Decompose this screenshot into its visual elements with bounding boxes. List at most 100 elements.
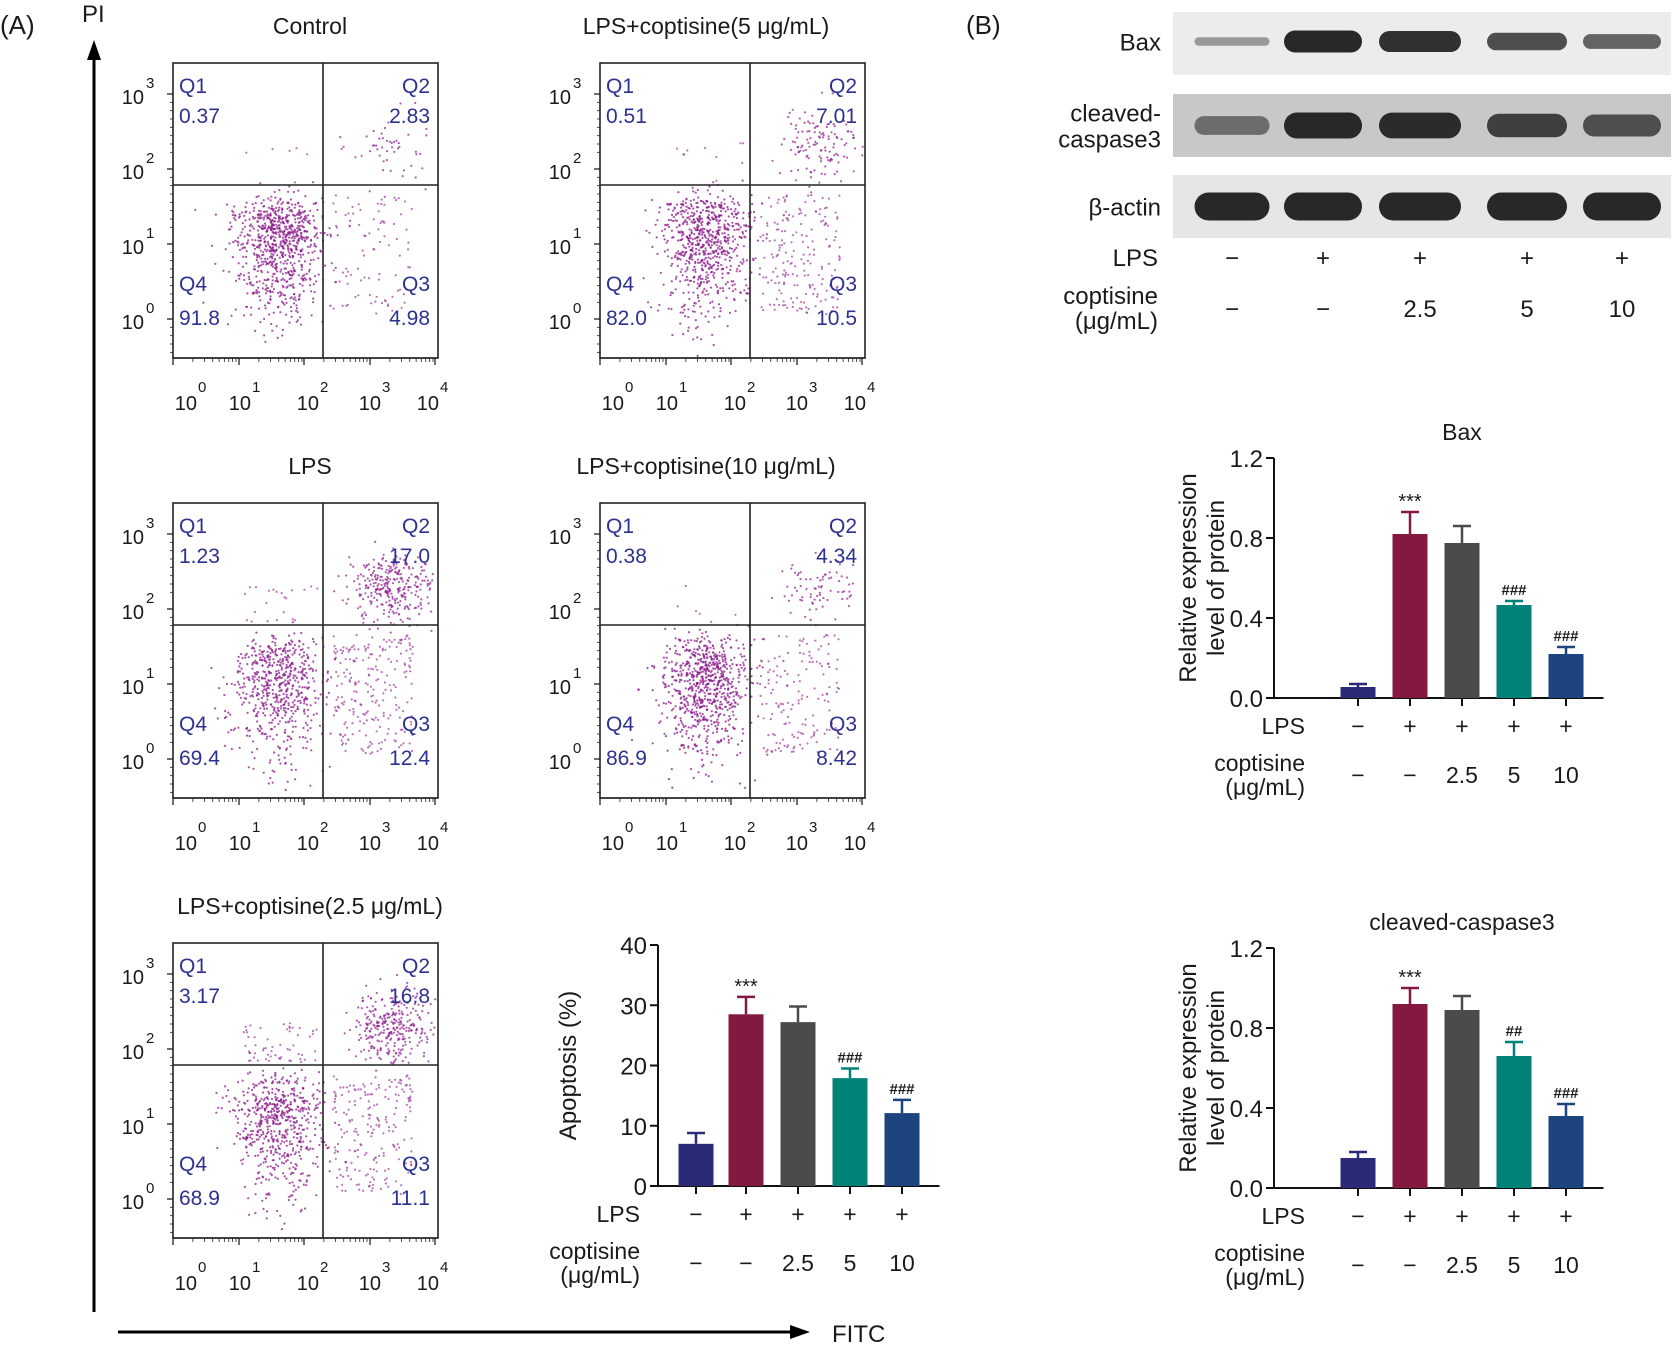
scatter-dot xyxy=(315,643,318,646)
scatter-dot xyxy=(266,684,269,687)
scatter-dot xyxy=(705,206,709,209)
scatter-dot xyxy=(264,340,267,343)
scatter-dot xyxy=(861,145,864,148)
scatter-dot xyxy=(241,686,244,689)
scatter-dot xyxy=(739,653,742,656)
scatter-dot xyxy=(716,707,719,710)
scatter-dot xyxy=(776,674,779,677)
scatter-dot xyxy=(313,227,316,230)
scatter-dot xyxy=(818,155,821,158)
scatter-dot xyxy=(390,592,393,595)
scatter-dot xyxy=(317,273,320,276)
scatter-dot xyxy=(723,714,726,717)
scatter-dot xyxy=(323,1101,326,1104)
scatter-dot xyxy=(729,682,733,686)
scatter-dot xyxy=(277,210,280,213)
scatter-dot xyxy=(800,222,803,226)
scatter-dot xyxy=(262,655,265,658)
scatter-dot xyxy=(298,640,301,643)
scatter-dot xyxy=(267,197,270,200)
scatter-dot xyxy=(687,631,691,634)
scatter-dot xyxy=(257,698,260,701)
scatter-dot xyxy=(258,295,261,298)
scatter-dot xyxy=(295,1164,298,1167)
scatter-dot xyxy=(845,123,848,126)
scatter-dot xyxy=(369,150,372,153)
scatter-dot xyxy=(687,237,690,240)
scatter-dot xyxy=(809,262,812,265)
scatter-dot xyxy=(733,238,737,241)
scatter-dot xyxy=(670,768,673,771)
scatter-dot xyxy=(724,210,727,213)
scatter-dot xyxy=(730,686,733,689)
scatter-dot xyxy=(799,571,802,574)
scatter-dot xyxy=(823,635,826,638)
quadrant-value-q4: 91.8 xyxy=(179,307,220,330)
scatter-dot xyxy=(744,278,747,281)
scatter-dot xyxy=(397,641,400,644)
scatter-dot xyxy=(820,267,824,270)
scatter-dot xyxy=(269,703,272,706)
scatter-dot xyxy=(289,243,292,246)
scatter-dot xyxy=(819,208,822,211)
scatter-dot xyxy=(695,247,698,251)
scatter-dot xyxy=(715,720,718,723)
scatter-dot xyxy=(385,139,388,142)
scatter-dot xyxy=(726,205,729,209)
scatter-dot xyxy=(240,231,243,234)
scatter-dot xyxy=(682,333,685,336)
scatter-dot xyxy=(274,637,277,640)
scatter-dot xyxy=(658,721,661,725)
scatter-dot xyxy=(273,751,276,754)
scatter-dot xyxy=(298,209,301,212)
scatter-dot xyxy=(262,253,265,256)
scatter-dot xyxy=(730,659,733,662)
scatter-dot xyxy=(282,301,285,305)
scatter-dot xyxy=(691,689,694,692)
scatter-dot xyxy=(408,666,412,669)
scatter-dot xyxy=(792,750,795,753)
scatter-dot xyxy=(264,235,267,239)
scatter-dot xyxy=(408,637,411,640)
scatter-dot xyxy=(722,289,725,293)
scatter-dot xyxy=(721,232,724,235)
scatter-dot xyxy=(707,692,710,696)
scatter-dot xyxy=(263,304,267,307)
scatter-dot xyxy=(788,111,791,114)
scatter-dot xyxy=(306,697,309,700)
scatter-dot xyxy=(777,198,780,201)
scatter-dot xyxy=(273,683,276,686)
scatter-dot xyxy=(742,142,745,145)
scatter-dot xyxy=(698,284,702,287)
scatter-dot xyxy=(252,1083,255,1086)
scatter-dot xyxy=(367,667,370,670)
scatter-dot xyxy=(245,151,248,154)
scatter-dot xyxy=(688,255,692,258)
scatter-dot xyxy=(348,224,351,227)
scatter-dot xyxy=(706,735,709,738)
scatter-dot xyxy=(384,300,387,303)
scatter-dot xyxy=(714,699,717,703)
scatter-dot xyxy=(710,657,713,660)
scatter-dot xyxy=(281,277,285,280)
scatter-dot xyxy=(795,124,798,127)
scatter-dot xyxy=(395,562,398,566)
scatter-dot xyxy=(719,687,722,690)
scatter-dot xyxy=(710,663,713,667)
scatter-dot xyxy=(703,235,707,238)
scatter-dot xyxy=(814,305,817,308)
scatter-dot xyxy=(282,262,285,265)
scatter-dot xyxy=(783,281,786,284)
scatter-dot xyxy=(414,581,417,584)
scatter-dot xyxy=(344,675,347,678)
scatter-dot xyxy=(671,262,674,265)
scatter-dot xyxy=(820,172,823,175)
scatter-dot xyxy=(695,710,698,713)
scatter-dot xyxy=(670,709,674,712)
scatter-dot xyxy=(275,733,278,737)
scatter-dot xyxy=(277,745,280,748)
scatter-dot xyxy=(311,669,315,673)
scatter-dot xyxy=(792,301,795,304)
scatter-dot xyxy=(234,214,237,217)
scatter-dot xyxy=(262,685,265,688)
